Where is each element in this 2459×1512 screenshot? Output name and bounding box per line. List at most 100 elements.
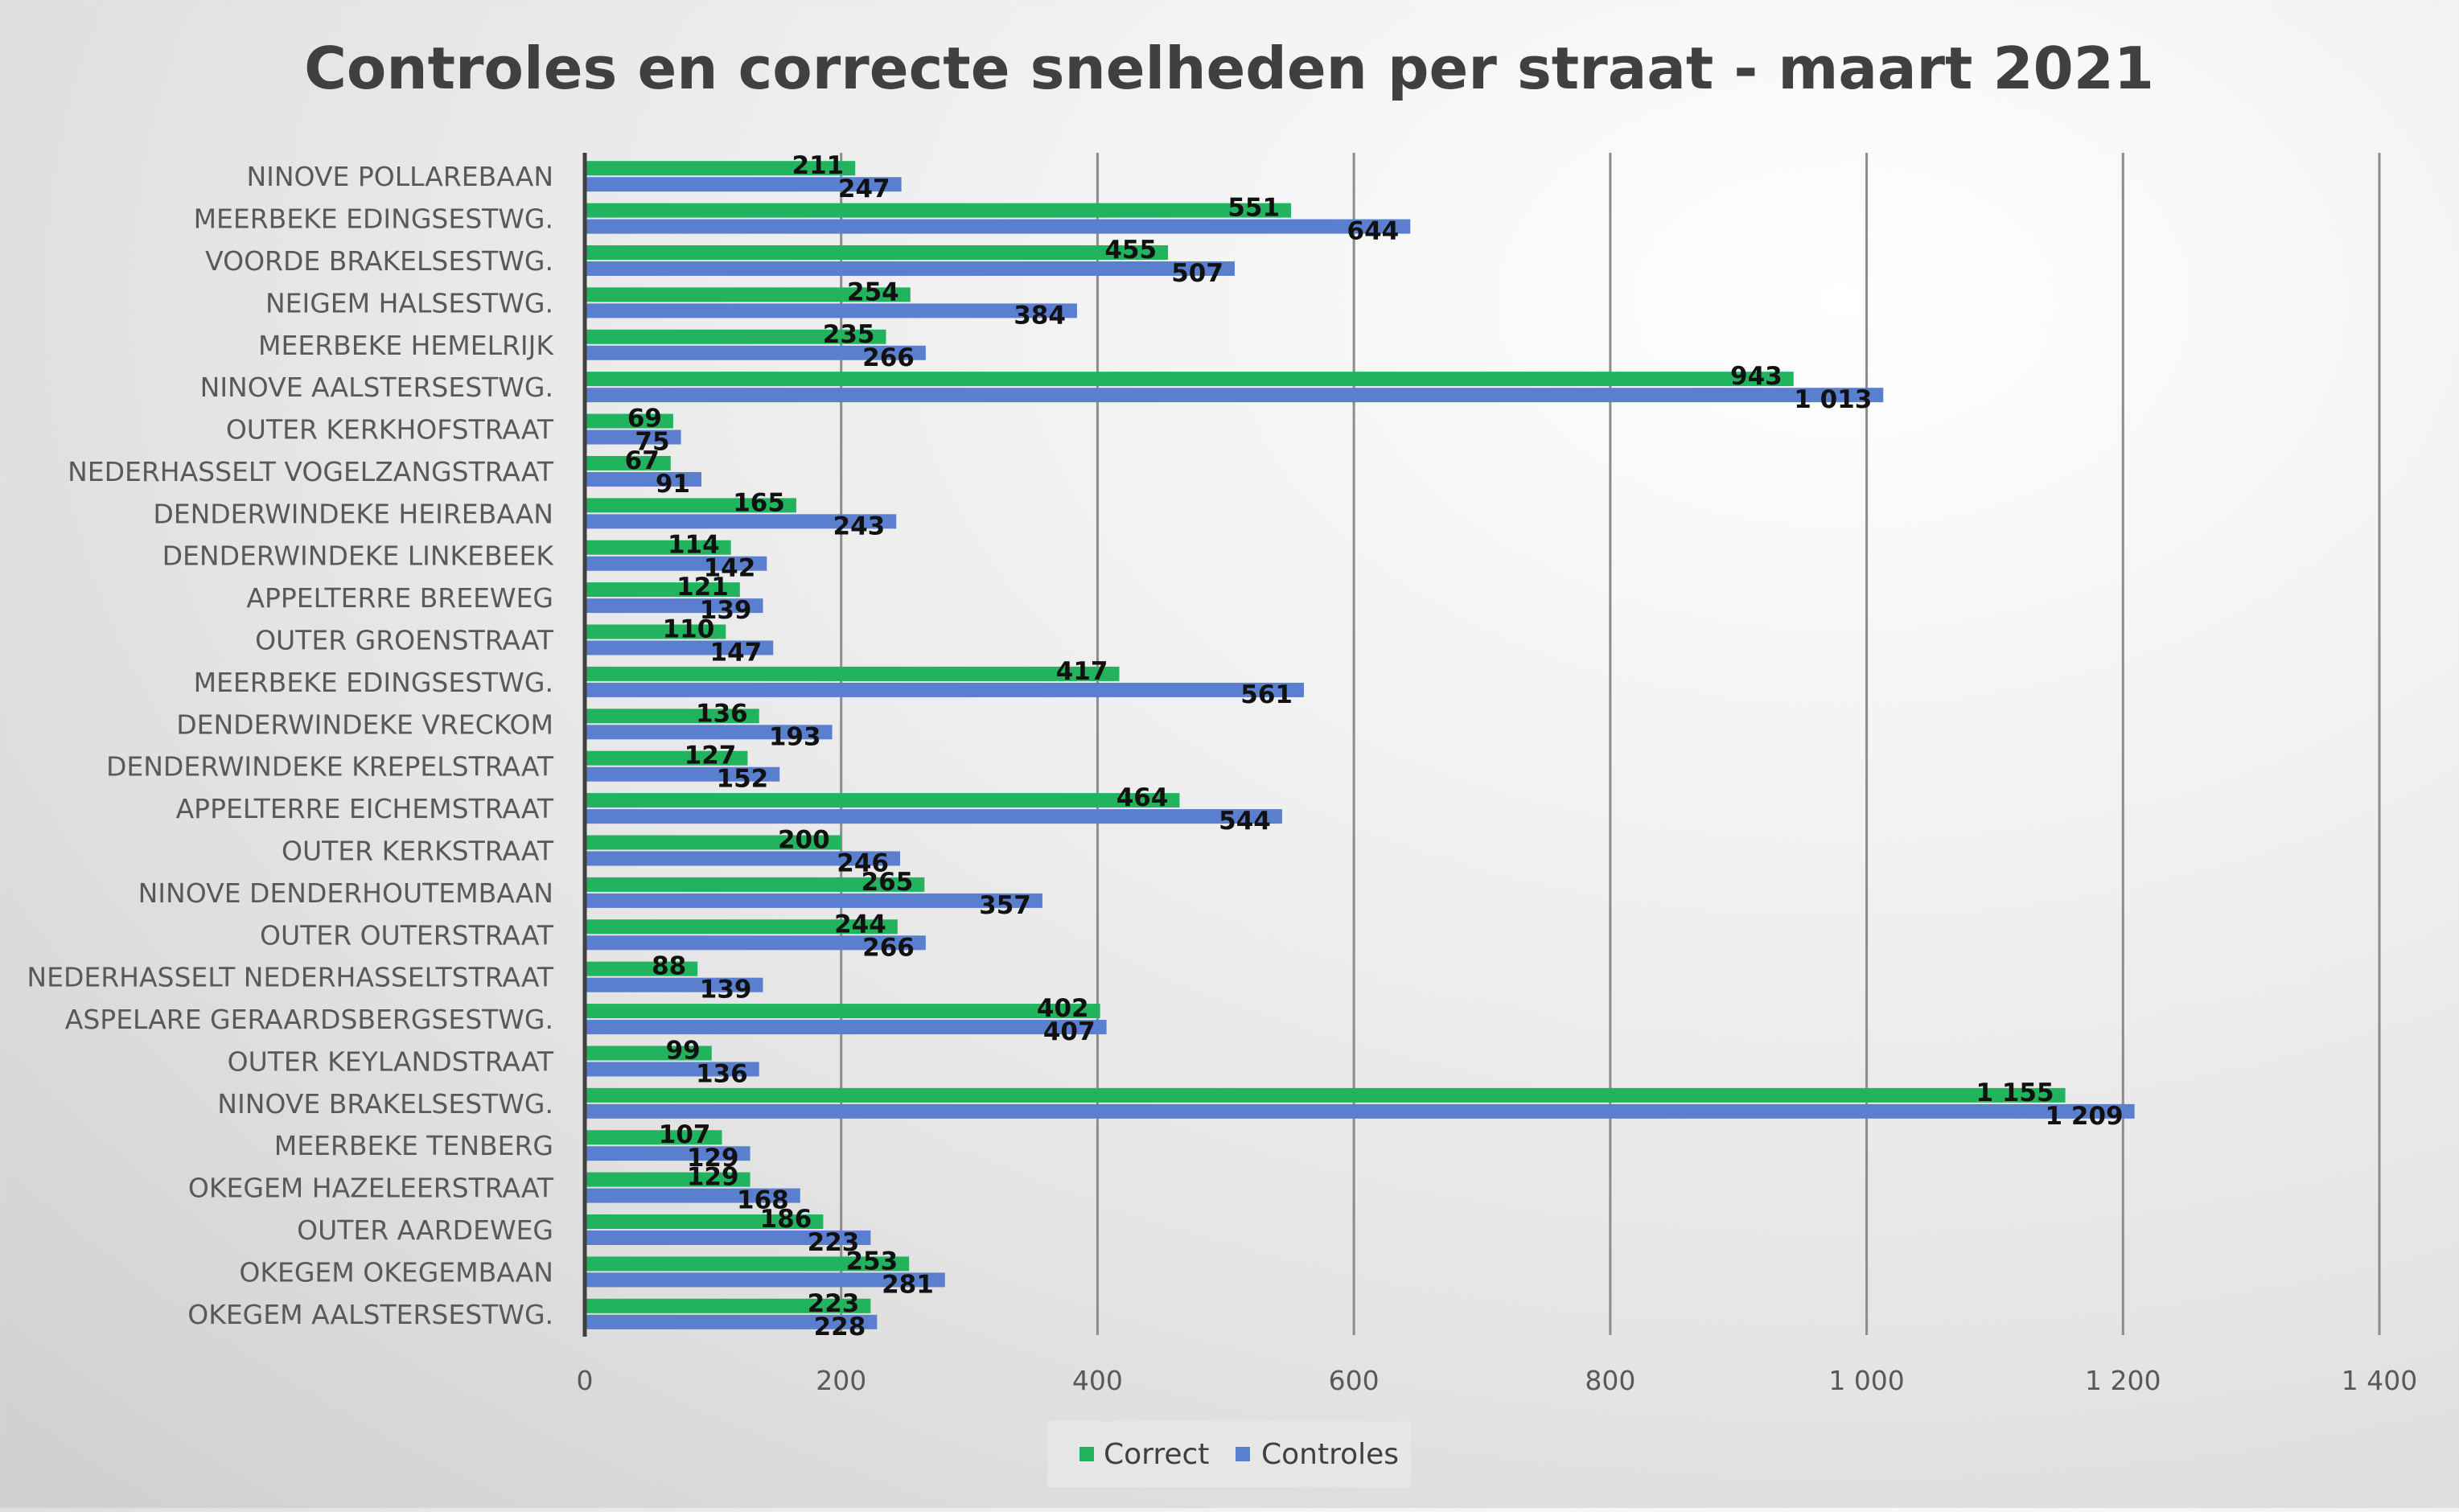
data-label-controles: 266 [862, 343, 915, 372]
bar-correct[interactable] [585, 413, 673, 429]
bar-correct[interactable] [585, 709, 759, 724]
legend-box [1047, 1421, 1411, 1487]
bar-controles[interactable] [585, 1188, 800, 1203]
x-tick-label: 1 400 [2342, 1365, 2417, 1396]
bar-correct[interactable] [585, 1172, 750, 1187]
data-label-correct: 67 [625, 446, 660, 475]
x-tick-label: 400 [1072, 1365, 1123, 1396]
data-label-controles: 561 [1240, 680, 1293, 709]
bar-correct[interactable] [585, 244, 1169, 260]
bar-correct[interactable] [585, 1004, 1100, 1019]
bar-controles[interactable] [585, 977, 763, 992]
y-category-label: MEERBEKE EDINGSESTWG. [194, 203, 553, 235]
data-label-controles: 1 013 [1794, 385, 1872, 414]
y-category-label: OUTER AARDEWEG [297, 1214, 553, 1246]
y-category-label: DENDERWINDEKE KREPELSTRAAT [106, 751, 554, 783]
bar-correct[interactable] [585, 1130, 722, 1145]
bar-correct[interactable] [585, 372, 1794, 387]
bar-controles[interactable] [585, 935, 926, 951]
data-label-correct: 244 [834, 910, 886, 939]
y-category-label: APPELTERRE EICHEMSTRAAT [176, 793, 554, 824]
data-label-controles: 407 [1043, 1017, 1096, 1046]
bar-correct[interactable] [585, 582, 740, 598]
bar-controles[interactable] [585, 1272, 945, 1288]
bar-correct[interactable] [585, 540, 731, 555]
bar-controles[interactable] [585, 429, 681, 445]
data-label-controles: 544 [1219, 807, 1271, 836]
data-label-correct: 402 [1037, 994, 1089, 1023]
data-label-controles: 266 [862, 933, 915, 962]
bar-correct[interactable] [585, 498, 796, 513]
y-category-label: MEERBEKE HEMELRIJK [258, 330, 554, 361]
data-label-correct: 107 [659, 1120, 711, 1149]
bar-correct[interactable] [585, 1214, 824, 1230]
bar-controles[interactable] [585, 640, 774, 655]
bar-controles[interactable] [585, 345, 926, 360]
bar-controles[interactable] [585, 1231, 871, 1246]
bar-controles[interactable] [585, 682, 1304, 697]
bar-correct[interactable] [585, 793, 1180, 808]
bar-correct[interactable] [585, 877, 925, 892]
bar-controles[interactable] [585, 1062, 759, 1077]
bar-correct[interactable] [585, 455, 671, 470]
legend-swatch-controles [1236, 1447, 1250, 1461]
x-tick-label: 200 [816, 1365, 866, 1396]
bar-controles[interactable] [585, 177, 902, 192]
data-label-controles: 223 [808, 1228, 860, 1257]
data-label-correct: 127 [685, 742, 737, 770]
bar-correct[interactable] [585, 750, 748, 766]
bar-controles[interactable] [585, 725, 833, 740]
data-label-correct: 223 [808, 1289, 860, 1318]
y-category-label: OKEGEM AALSTERSESTWG. [187, 1299, 553, 1330]
data-label-controles: 357 [979, 891, 1031, 920]
legend-swatch-correct [1079, 1447, 1094, 1461]
bar-correct[interactable] [585, 835, 841, 850]
data-label-correct: 114 [668, 531, 720, 560]
bar-correct[interactable] [585, 203, 1292, 218]
data-label-correct: 1 155 [1976, 1079, 2054, 1107]
bar-controles[interactable] [585, 514, 897, 529]
bar-correct[interactable] [585, 1046, 712, 1061]
data-label-correct: 417 [1056, 657, 1108, 686]
data-label-controles: 91 [656, 470, 690, 499]
y-category-label: OUTER GROENSTRAAT [255, 625, 554, 656]
bar-correct[interactable] [585, 287, 911, 302]
x-tick-label: 0 [577, 1365, 594, 1396]
bar-controles[interactable] [585, 1103, 2135, 1119]
data-label-controles: 246 [837, 848, 889, 877]
bar-controles[interactable] [585, 598, 763, 614]
bar-controles[interactable] [585, 1020, 1107, 1035]
bar-controles[interactable] [585, 388, 1884, 403]
legend[interactable]: Correct Controles [1047, 1421, 1411, 1487]
bar-correct[interactable] [585, 1087, 2066, 1103]
y-category-label: NINOVE POLLAREBAAN [246, 161, 553, 192]
bar-controles[interactable] [585, 1314, 878, 1329]
data-label-correct: 211 [792, 151, 845, 180]
bar-controles[interactable] [585, 893, 1042, 908]
bar-correct[interactable] [585, 161, 856, 176]
bar-correct[interactable] [585, 329, 886, 344]
bar-controles[interactable] [585, 219, 1411, 234]
bar-controles[interactable] [585, 556, 767, 571]
bar-controles[interactable] [585, 766, 780, 782]
bar-correct[interactable] [585, 919, 898, 935]
bar-correct[interactable] [585, 624, 726, 639]
bar-correct[interactable] [585, 666, 1120, 681]
bar-correct[interactable] [585, 961, 698, 976]
bar-controles[interactable] [585, 851, 901, 866]
bar-correct[interactable] [585, 1298, 871, 1313]
data-label-correct: 186 [760, 1205, 812, 1234]
bar-controles[interactable] [585, 471, 702, 487]
y-category-label: OKEGEM HAZELEERSTRAAT [188, 1173, 554, 1204]
bar-controles[interactable] [585, 261, 1235, 276]
bar-controles[interactable] [585, 809, 1282, 824]
data-label-correct: 165 [733, 488, 785, 517]
data-label-controles: 1 209 [2046, 1102, 2124, 1131]
data-label-correct: 551 [1227, 194, 1280, 223]
bar-controles[interactable] [585, 303, 1077, 318]
bar-controles[interactable] [585, 1146, 750, 1161]
bar-correct[interactable] [585, 1256, 910, 1272]
y-category-label: NEDERHASSELT VOGELZANGSTRAAT [68, 456, 554, 487]
